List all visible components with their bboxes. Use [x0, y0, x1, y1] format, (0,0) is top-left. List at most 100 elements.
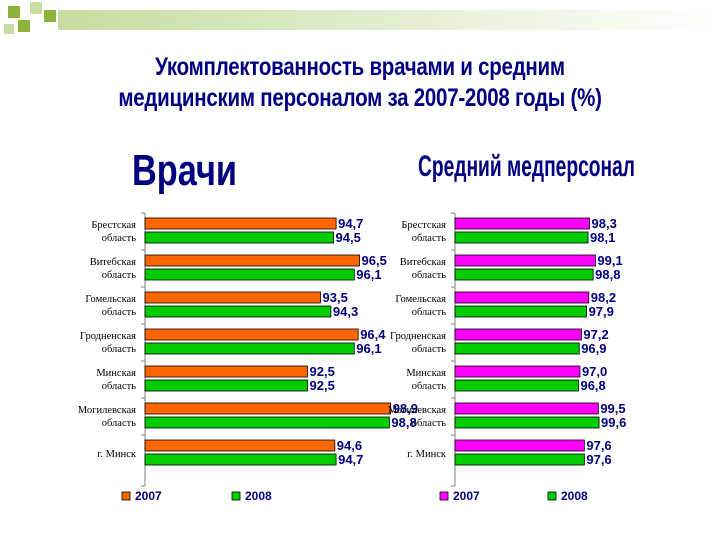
data-label-2007: 98,2: [591, 290, 616, 305]
category-label-line: область: [412, 418, 446, 429]
category-label-line: область: [412, 381, 446, 392]
category-label: Витебская область: [90, 257, 137, 281]
category-label-line: область: [102, 344, 136, 355]
category-label: Гомельская область: [85, 294, 136, 318]
bar-2008: [454, 268, 594, 281]
data-label-2008: 96,9: [581, 341, 606, 356]
data-label-2007: 99,5: [600, 401, 625, 416]
doctors-chart-title: Врачи: [132, 146, 238, 195]
category-label: Могилевская область: [388, 405, 446, 429]
category-label: г. Минск: [97, 449, 137, 460]
bar-2007: [454, 402, 599, 415]
category-label-line: Гомельская: [395, 294, 446, 305]
category-label-line: Могилевская: [388, 405, 446, 416]
data-label-2007: 94,7: [338, 216, 363, 231]
category-label-line: область: [102, 418, 136, 429]
decorative-square: [44, 10, 56, 22]
data-label-2007: 97,0: [582, 364, 607, 379]
legend-swatch-2008: [231, 491, 241, 501]
category-label: Брестская область: [91, 220, 136, 244]
legend-label-2007: 2007: [453, 489, 480, 503]
bar-2007: [144, 365, 308, 378]
bar-2007: [454, 365, 581, 378]
title-line-2: медицинским персоналом за 2007-2008 годы…: [118, 84, 602, 112]
data-label-2008: 96,1: [356, 267, 381, 282]
data-label-2008: 96,8: [580, 378, 605, 393]
bar-2008: [454, 231, 589, 244]
bar-2008: [454, 305, 587, 318]
bar-2008: [454, 416, 600, 429]
category-label: Гомельская область: [395, 294, 446, 318]
bar-2008: [144, 305, 332, 318]
data-label-2008: 94,7: [338, 452, 363, 467]
data-label-2007: 96,5: [362, 253, 387, 268]
category-label-line: Брестская: [401, 220, 446, 231]
category-label-line: Витебская: [90, 257, 136, 268]
category-label-line: Гомельская: [85, 294, 136, 305]
bar-2007: [144, 217, 337, 230]
category-label-line: область: [102, 307, 136, 318]
data-label-2008: 98,1: [590, 230, 615, 245]
category-label: Могилевская область: [78, 405, 136, 429]
legend-swatch-2008: [547, 491, 557, 501]
decorative-square: [8, 6, 20, 18]
category-label-line: Минская: [96, 368, 136, 379]
category-label: Минская область: [96, 368, 136, 392]
category-label: Витебская область: [400, 257, 447, 281]
category-label-line: Могилевская: [78, 405, 136, 416]
category-label-line: область: [412, 233, 446, 244]
bar-2007: [144, 402, 392, 415]
category-label-line: Минская: [406, 368, 446, 379]
bar-2008: [454, 379, 579, 392]
page-title: Укомплектованность врачами и средним мед…: [65, 52, 655, 114]
category-label-line: область: [412, 344, 446, 355]
data-label-2008: 97,9: [589, 304, 614, 319]
decorative-square: [4, 24, 14, 34]
bar-2007: [144, 439, 336, 452]
category-label-line: Гродненская: [80, 331, 136, 342]
category-label: Гродненская область: [390, 331, 446, 355]
data-label-2007: 97,6: [586, 438, 611, 453]
decorative-gradient-band: [58, 10, 720, 30]
bar-2008: [454, 342, 580, 355]
legend-swatch-2007: [121, 491, 131, 501]
legend-label-2008: 2008: [245, 489, 272, 503]
bar-2007: [454, 439, 585, 452]
bar-2008: [144, 416, 390, 429]
category-label: г. Минск: [407, 449, 447, 460]
bar-2007: [454, 254, 596, 267]
nurses-bar-chart: Брестская область 98,398,1 Витебская область…: [388, 212, 626, 503]
category-label: Минская область: [406, 368, 446, 392]
data-label-2007: 97,2: [583, 327, 608, 342]
bar-2007: [144, 254, 360, 267]
legend-label-2007: 2007: [135, 489, 162, 503]
nurses-chart-title: Средний медперсонал: [418, 150, 635, 183]
bar-2008: [144, 231, 334, 244]
category-label-line: Витебская: [400, 257, 446, 268]
category-label: Брестская область: [401, 220, 446, 244]
category-label-line: область: [102, 381, 136, 392]
data-label-2008: 99,6: [601, 415, 626, 430]
data-label-2007: 96,4: [360, 327, 386, 342]
category-label-line: г. Минск: [97, 449, 137, 460]
data-label-2007: 98,3: [592, 216, 617, 231]
legend-label-2008: 2008: [561, 489, 588, 503]
bar-2007: [454, 217, 590, 230]
category-label-line: область: [412, 307, 446, 318]
data-label-2008: 98,8: [391, 415, 416, 430]
data-label-2007: 94,6: [337, 438, 362, 453]
bar-2008: [454, 453, 585, 466]
decorative-corner-pattern: [4, 2, 720, 34]
data-label-2008: 94,3: [333, 304, 358, 319]
data-label-2007: 98,9: [393, 401, 418, 416]
category-label-line: г. Минск: [407, 449, 447, 460]
bar-2007: [454, 328, 582, 341]
category-label: Гродненская область: [80, 331, 136, 355]
bar-2008: [144, 268, 355, 281]
title-line-1: Укомплектованность врачами и средним: [155, 53, 565, 81]
decorative-square: [18, 20, 30, 32]
data-label-2008: 97,6: [586, 452, 611, 467]
data-label-2007: 92,5: [310, 364, 335, 379]
bar-2007: [454, 291, 590, 304]
